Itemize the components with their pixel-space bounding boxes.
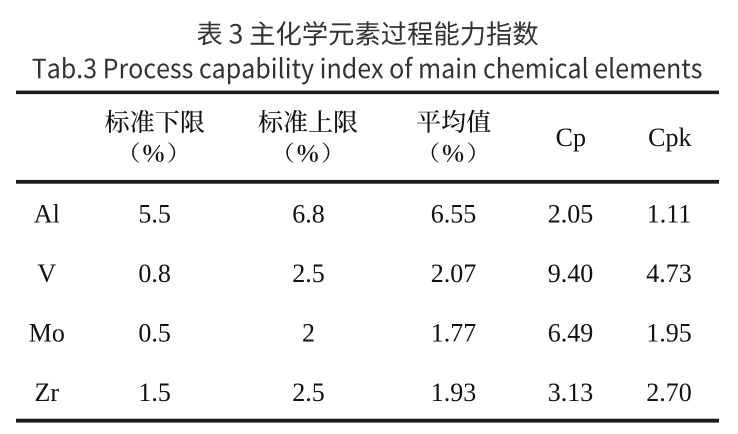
svg-text:6.8: 6.8 [292, 200, 325, 229]
svg-text:1.5: 1.5 [138, 378, 171, 407]
svg-text:1.95: 1.95 [646, 319, 692, 348]
svg-text:5.5: 5.5 [138, 200, 171, 229]
svg-text:0.8: 0.8 [138, 259, 171, 288]
svg-text:2.70: 2.70 [646, 378, 692, 407]
svg-text:4.73: 4.73 [646, 259, 692, 288]
svg-text:V: V [37, 259, 56, 288]
svg-text:1.11: 1.11 [647, 200, 692, 229]
svg-text:Mo: Mo [29, 319, 65, 348]
svg-text:Cpk: Cpk [648, 123, 691, 152]
svg-text:Zr: Zr [35, 378, 60, 407]
svg-text:1.77: 1.77 [431, 319, 477, 348]
svg-text:2.07: 2.07 [431, 259, 477, 288]
svg-text:Cp: Cp [556, 123, 586, 152]
svg-text:2.5: 2.5 [292, 378, 325, 407]
svg-text:2.05: 2.05 [548, 200, 594, 229]
svg-text:6.55: 6.55 [431, 200, 477, 229]
svg-text:2: 2 [302, 319, 315, 348]
svg-text:2.5: 2.5 [292, 259, 325, 288]
svg-text:6.49: 6.49 [548, 319, 594, 348]
svg-text:1.93: 1.93 [431, 378, 477, 407]
svg-text:3.13: 3.13 [548, 378, 594, 407]
svg-text:9.40: 9.40 [548, 259, 594, 288]
svg-text:Al: Al [34, 200, 60, 229]
svg-text:0.5: 0.5 [138, 319, 171, 348]
